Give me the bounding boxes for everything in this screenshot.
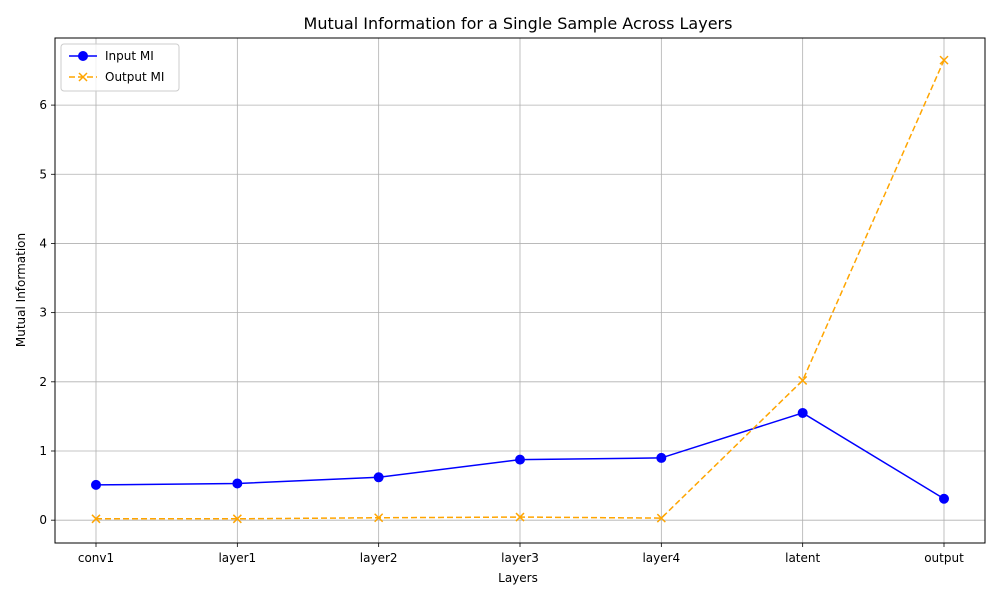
legend-label-input-mi: Input MI bbox=[105, 49, 154, 63]
x-axis-label: Layers bbox=[498, 571, 538, 585]
data-point-output-mi bbox=[939, 55, 949, 65]
data-point-output-mi bbox=[515, 512, 525, 522]
x-tick-label: layer1 bbox=[218, 551, 256, 565]
grid-lines bbox=[55, 38, 985, 543]
chart-legend: Input MI Output MI bbox=[60, 43, 180, 92]
y-axis-label: Mutual Information bbox=[14, 233, 28, 347]
chart-title: Mutual Information for a Single Sample A… bbox=[304, 14, 733, 33]
y-tick-label: 0 bbox=[39, 513, 47, 527]
data-point-output-mi bbox=[232, 514, 242, 524]
y-tick-label: 3 bbox=[39, 306, 47, 320]
series-output-mi bbox=[91, 55, 949, 524]
data-point-input-mi bbox=[232, 478, 243, 489]
data-marker-stroke bbox=[374, 513, 384, 523]
data-point-input-mi bbox=[515, 454, 525, 465]
x-tick-label: layer2 bbox=[360, 551, 398, 565]
axis-ticks: conv1 layer1 layer2 layer3 layer4 latent outpu… bbox=[39, 98, 964, 565]
legend-label-output-mi: Output MI bbox=[105, 70, 164, 84]
data-point-output-mi bbox=[798, 375, 808, 385]
legend-marker-input-mi bbox=[78, 51, 88, 61]
data-point-input-mi bbox=[91, 479, 101, 490]
x-tick-label: conv1 bbox=[78, 551, 114, 565]
legend-item-output-mi: Output MI bbox=[69, 70, 164, 84]
data-point-output-mi bbox=[91, 514, 101, 524]
data-marker-stroke bbox=[798, 375, 808, 385]
data-marker-stroke bbox=[78, 72, 88, 82]
data-marker-stroke bbox=[232, 514, 242, 524]
y-tick-label: 1 bbox=[39, 444, 47, 458]
y-tick-label: 6 bbox=[39, 98, 47, 112]
y-tick-label: 2 bbox=[39, 375, 47, 389]
legend-item-input-mi: Input MI bbox=[69, 49, 154, 63]
y-tick-label: 4 bbox=[39, 236, 47, 250]
data-marker-stroke bbox=[939, 55, 949, 65]
x-tick-label: layer4 bbox=[642, 551, 680, 565]
data-point-input-mi bbox=[373, 472, 384, 483]
data-marker-stroke bbox=[515, 512, 525, 522]
x-tick-label: latent bbox=[785, 551, 820, 565]
y-tick-label: 5 bbox=[39, 167, 47, 181]
series-input-mi bbox=[91, 407, 949, 504]
data-point-input-mi bbox=[797, 407, 808, 418]
data-marker-stroke bbox=[91, 514, 101, 524]
data-point-input-mi bbox=[656, 452, 667, 463]
plot-series bbox=[91, 55, 949, 524]
x-tick-label: output bbox=[924, 551, 964, 565]
data-point-output-mi bbox=[374, 513, 384, 523]
legend-marker-output-mi bbox=[78, 72, 88, 82]
data-point-input-mi bbox=[939, 493, 949, 504]
x-tick-label: layer3 bbox=[501, 551, 539, 565]
data-point-output-mi bbox=[656, 513, 666, 523]
data-marker-stroke bbox=[656, 513, 666, 523]
